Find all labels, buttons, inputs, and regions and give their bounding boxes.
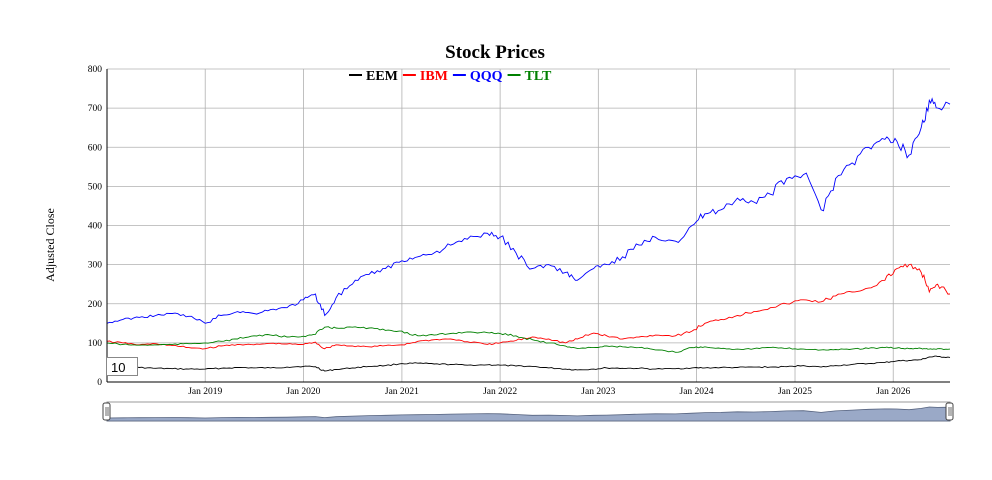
y-tick-label: 200 — [88, 300, 103, 310]
y-tick-label: 500 — [88, 182, 103, 192]
range-handle-left[interactable] — [102, 402, 111, 421]
legend: EEM IBM QQQ TLT — [349, 69, 552, 84]
y-tick-label: 0 — [97, 378, 102, 388]
x-tick-label: Jan 2026 — [876, 387, 910, 397]
series-layer — [106, 97, 951, 372]
series-line-ibm — [106, 263, 951, 350]
y-tick-label: 400 — [88, 222, 103, 232]
legend-label-ibm: IBM — [420, 69, 448, 84]
y-tick-label: 300 — [88, 261, 103, 271]
x-tick-label: Jan 2025 — [778, 387, 812, 397]
y-tick-label: 700 — [88, 104, 103, 114]
legend-label-tlt: TLT — [525, 69, 552, 84]
legend-label-qqq: QQQ — [470, 69, 503, 84]
x-tick-label: Jan 2020 — [286, 387, 320, 397]
legend-label-eem: EEM — [366, 69, 398, 84]
y-axis-label: Adjusted Close — [43, 208, 57, 282]
gridlines — [107, 68, 950, 383]
roll-period-input[interactable]: 10 — [106, 357, 138, 376]
series-line-qqq — [106, 97, 951, 324]
range-selector-overview — [106, 406, 951, 422]
x-tick-label: Jan 2022 — [483, 387, 517, 397]
axes: 0 100 200 300 400 500 600 700 800 Jan 2019 Jan 202… — [88, 65, 950, 397]
y-tick-label: 800 — [88, 65, 103, 75]
y-tick-label: 600 — [88, 143, 103, 153]
range-handle-right[interactable] — [945, 402, 954, 421]
x-tick-label: Jan 2023 — [581, 387, 615, 397]
range-selector[interactable] — [102, 401, 954, 422]
series-line-eem — [106, 355, 951, 372]
y-tick-label: 100 — [88, 339, 103, 349]
x-tick-label: Jan 2021 — [385, 387, 419, 397]
chart-title: Stock Prices — [445, 42, 545, 63]
x-tick-label: Jan 2019 — [188, 387, 222, 397]
x-tick-label: Jan 2024 — [680, 387, 714, 397]
series-line-tlt — [106, 326, 951, 353]
